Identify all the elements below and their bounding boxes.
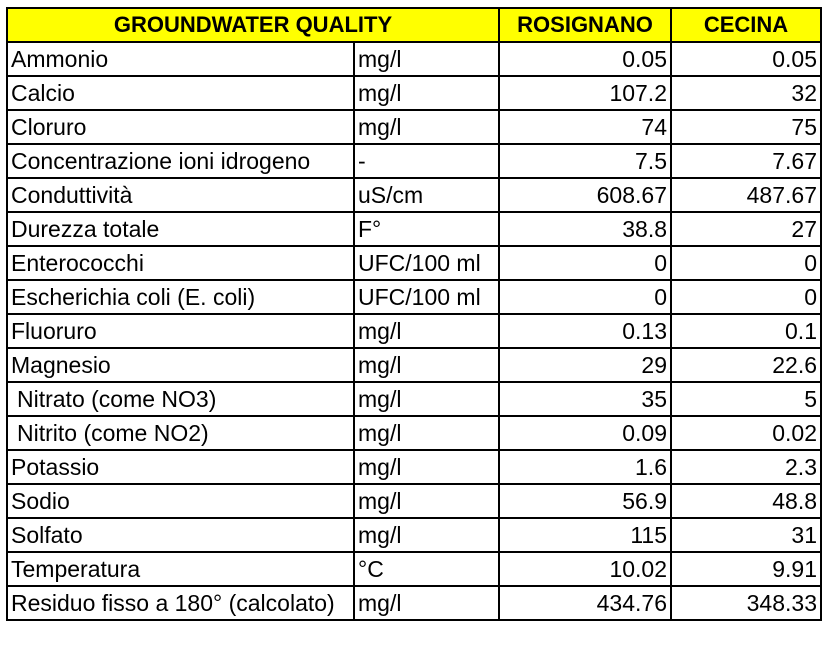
cecina-value-cell: 2.3 <box>670 449 822 485</box>
cecina-value-cell: 487.67 <box>670 177 822 213</box>
parameter-cell: Potassio <box>6 449 355 485</box>
rosignano-value-cell: 115 <box>498 517 672 553</box>
parameter-cell: Escherichia coli (E. coli) <box>6 279 355 315</box>
table-row: Calcio mg/l 107.2 32 <box>6 75 822 111</box>
cecina-value-cell: 22.6 <box>670 347 822 383</box>
table-row: Ammonio mg/l 0.05 0.05 <box>6 41 822 77</box>
table-row: Residuo fisso a 180° (calcolato) mg/l 43… <box>6 585 822 621</box>
unit-cell: mg/l <box>353 347 500 383</box>
unit-cell: UFC/100 ml <box>353 245 500 281</box>
parameter-cell: Fluoruro <box>6 313 355 349</box>
table-row: Magnesio mg/l 29 22.6 <box>6 347 822 383</box>
cecina-value-cell: 31 <box>670 517 822 553</box>
table-row: Nitrato (come NO3) mg/l 35 5 <box>6 381 822 417</box>
rosignano-value-cell: 0.13 <box>498 313 672 349</box>
parameter-cell: Cloruro <box>6 109 355 145</box>
column-header-cecina: CECINA <box>670 7 822 43</box>
unit-cell: mg/l <box>353 415 500 451</box>
rosignano-value-cell: 56.9 <box>498 483 672 519</box>
cecina-value-cell: 9.91 <box>670 551 822 587</box>
rosignano-value-cell: 10.02 <box>498 551 672 587</box>
rosignano-value-cell: 0.05 <box>498 41 672 77</box>
parameter-cell: Sodio <box>6 483 355 519</box>
rosignano-value-cell: 74 <box>498 109 672 145</box>
unit-cell: mg/l <box>353 75 500 111</box>
cecina-value-cell: 7.67 <box>670 143 822 179</box>
parameter-cell: Nitrito (come NO2) <box>6 415 355 451</box>
table-title: GROUNDWATER QUALITY <box>6 7 500 43</box>
table-row: Fluoruro mg/l 0.13 0.1 <box>6 313 822 349</box>
parameter-cell: Concentrazione ioni idrogeno <box>6 143 355 179</box>
table-row: Concentrazione ioni idrogeno - 7.5 7.67 <box>6 143 822 179</box>
cecina-value-cell: 5 <box>670 381 822 417</box>
rosignano-value-cell: 38.8 <box>498 211 672 247</box>
table-row: Potassio mg/l 1.6 2.3 <box>6 449 822 485</box>
parameter-cell: Calcio <box>6 75 355 111</box>
cecina-value-cell: 0.05 <box>670 41 822 77</box>
rosignano-value-cell: 7.5 <box>498 143 672 179</box>
parameter-cell: Enterococchi <box>6 245 355 281</box>
table-row: Sodio mg/l 56.9 48.8 <box>6 483 822 519</box>
rosignano-value-cell: 0.09 <box>498 415 672 451</box>
parameter-cell: Solfato <box>6 517 355 553</box>
rosignano-value-cell: 0 <box>498 245 672 281</box>
rosignano-value-cell: 107.2 <box>498 75 672 111</box>
unit-cell: °C <box>353 551 500 587</box>
rosignano-value-cell: 0 <box>498 279 672 315</box>
rosignano-value-cell: 29 <box>498 347 672 383</box>
table-row: Nitrito (come NO2) mg/l 0.09 0.02 <box>6 415 822 451</box>
parameter-cell: Magnesio <box>6 347 355 383</box>
rosignano-value-cell: 434.76 <box>498 585 672 621</box>
table-row: Enterococchi UFC/100 ml 0 0 <box>6 245 822 281</box>
unit-cell: mg/l <box>353 381 500 417</box>
unit-cell: - <box>353 143 500 179</box>
parameter-cell: Ammonio <box>6 41 355 77</box>
cecina-value-cell: 32 <box>670 75 822 111</box>
unit-cell: F° <box>353 211 500 247</box>
cecina-value-cell: 0.1 <box>670 313 822 349</box>
unit-cell: mg/l <box>353 483 500 519</box>
parameter-cell: Durezza totale <box>6 211 355 247</box>
rosignano-value-cell: 608.67 <box>498 177 672 213</box>
cecina-value-cell: 348.33 <box>670 585 822 621</box>
parameter-cell: Residuo fisso a 180° (calcolato) <box>6 585 355 621</box>
unit-cell: mg/l <box>353 109 500 145</box>
table-row: Escherichia coli (E. coli) UFC/100 ml 0 … <box>6 279 822 315</box>
groundwater-quality-table: GROUNDWATER QUALITY ROSIGNANO CECINA Amm… <box>6 7 822 621</box>
unit-cell: mg/l <box>353 313 500 349</box>
unit-cell: mg/l <box>353 449 500 485</box>
cecina-value-cell: 75 <box>670 109 822 145</box>
header-row: GROUNDWATER QUALITY ROSIGNANO CECINA <box>6 7 822 43</box>
unit-cell: uS/cm <box>353 177 500 213</box>
table-row: Solfato mg/l 115 31 <box>6 517 822 553</box>
table-row: Temperatura °C 10.02 9.91 <box>6 551 822 587</box>
parameter-cell: Temperatura <box>6 551 355 587</box>
rosignano-value-cell: 35 <box>498 381 672 417</box>
unit-cell: mg/l <box>353 41 500 77</box>
cecina-value-cell: 0.02 <box>670 415 822 451</box>
unit-cell: UFC/100 ml <box>353 279 500 315</box>
cecina-value-cell: 0 <box>670 279 822 315</box>
parameter-cell: Conduttività <box>6 177 355 213</box>
unit-cell: mg/l <box>353 585 500 621</box>
column-header-rosignano: ROSIGNANO <box>498 7 672 43</box>
table-row: Cloruro mg/l 74 75 <box>6 109 822 145</box>
cecina-value-cell: 48.8 <box>670 483 822 519</box>
table-row: Conduttività uS/cm 608.67 487.67 <box>6 177 822 213</box>
cecina-value-cell: 27 <box>670 211 822 247</box>
parameter-cell: Nitrato (come NO3) <box>6 381 355 417</box>
table-row: Durezza totale F° 38.8 27 <box>6 211 822 247</box>
cecina-value-cell: 0 <box>670 245 822 281</box>
unit-cell: mg/l <box>353 517 500 553</box>
rosignano-value-cell: 1.6 <box>498 449 672 485</box>
